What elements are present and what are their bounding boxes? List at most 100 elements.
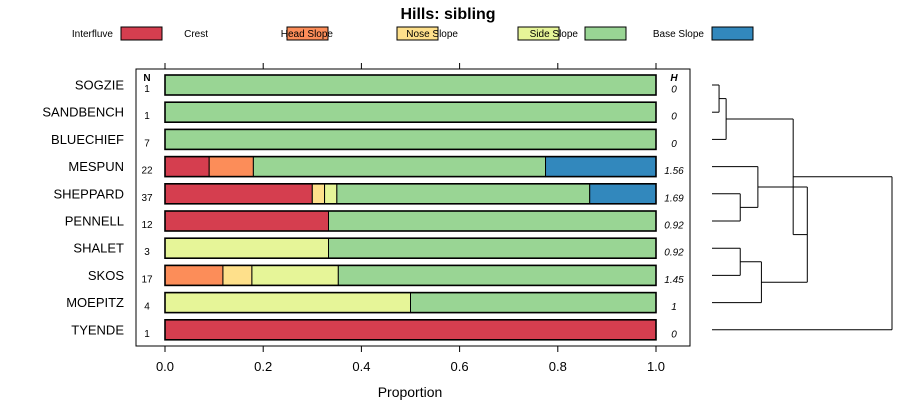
legend-label-interfluve: Interfluve: [72, 29, 114, 40]
legend-swatch-interfluve: [120, 26, 163, 41]
chart-title: Hills: sibling: [400, 6, 495, 23]
row-h-value: 0.92: [664, 248, 684, 259]
bar-segment-interfluve: [164, 156, 210, 178]
legend-swatch-nose-slope: [517, 26, 560, 41]
h-column-header: H: [670, 73, 678, 84]
bar-segment-base-slope: [589, 183, 657, 205]
bar-outline: [164, 237, 657, 259]
row-n-value: 37: [141, 193, 153, 204]
row-label: PENNELL: [65, 214, 124, 229]
bar-segment-side-slope: [328, 210, 657, 232]
x-axis-title: Proportion: [378, 384, 443, 400]
bar-outline: [164, 183, 657, 205]
bar-outline: [164, 101, 657, 123]
x-tick-label: 0.2: [254, 359, 272, 374]
bar-outline: [164, 210, 657, 232]
row-label: SHALET: [73, 241, 124, 256]
x-tick-label: 0.8: [549, 359, 567, 374]
row-sandbench: SANDBENCH 1 0: [42, 101, 677, 123]
row-n-value: 12: [141, 220, 153, 231]
bar-segment-interfluve: [164, 210, 330, 232]
legend-swatch-side-slope: [584, 26, 627, 41]
row-n-value: 22: [141, 166, 153, 177]
x-tick-label: 0.4: [352, 359, 370, 374]
row-pennell: PENNELL 12 0.92: [65, 210, 684, 232]
row-label: BLUECHIEF: [51, 132, 124, 147]
plot-frame: [135, 68, 691, 347]
row-bluechief: BLUECHIEF 7 0: [51, 128, 677, 151]
bar-segment-side-slope: [164, 101, 657, 123]
legend-label-nose-slope: Nose Slope: [406, 29, 458, 40]
legend-label-side-slope: Side Slope: [530, 29, 579, 40]
bar-outline: [164, 74, 657, 96]
row-h-value: 0: [671, 139, 677, 150]
row-sheppard: SHEPPARD 37 1.69: [53, 183, 684, 205]
row-n-value: 3: [144, 247, 150, 258]
row-label: MESPUN: [68, 159, 124, 174]
row-label: SANDBENCH: [42, 105, 124, 120]
row-label: SOGZIE: [75, 78, 124, 93]
row-moepitz: MOEPITZ 4 1: [66, 291, 677, 314]
x-axis: 0.0 0.2 0.4 0.6 0.8 1.0: [156, 63, 665, 374]
legend-swatch-head-slope: [396, 26, 439, 41]
bar-segment-head-slope: [311, 183, 326, 205]
row-h-value: 1: [671, 302, 677, 313]
legend-label-crest: Crest: [184, 29, 208, 40]
bar-segment-crest: [164, 264, 224, 286]
bar-segment-side-slope: [410, 292, 657, 314]
row-h-value: 0: [671, 85, 677, 96]
row-h-value: 0.92: [664, 221, 684, 232]
bar-segment-interfluve: [164, 319, 657, 341]
dendrogram: [712, 84, 893, 331]
bar-segment-nose-slope: [324, 183, 338, 205]
bar-segment-side-slope: [164, 128, 657, 150]
row-mespun: MESPUN 22 1.56: [68, 155, 684, 178]
bar-segment-side-slope: [336, 183, 591, 205]
bar-segment-base-slope: [545, 156, 657, 178]
bar-outline: [164, 318, 657, 341]
bar-outline: [164, 291, 657, 314]
bar-segment-side-slope: [164, 74, 657, 96]
row-tyende: TYENDE 1 0: [71, 318, 677, 341]
bar-segment-side-slope: [337, 264, 657, 286]
x-tick-label: 0.0: [156, 359, 174, 374]
row-label: SKOS: [88, 268, 124, 283]
bar-segment-nose-slope: [251, 264, 339, 286]
bar-outline: [164, 155, 657, 178]
row-shalet: SHALET 3 0.92: [73, 237, 684, 259]
row-h-value: 1.45: [664, 275, 684, 286]
row-h-value: 1.56: [664, 166, 684, 177]
bar-rows: SOGZIE 1 0 SANDBENCH 1 0 BLUECHIEF 7 0 MESPUN 22 1.…: [42, 74, 684, 341]
row-label: MOEPITZ: [66, 295, 124, 310]
bar-segment-nose-slope: [164, 237, 330, 259]
legend-swatch-crest: [286, 26, 329, 41]
row-label: TYENDE: [71, 322, 124, 337]
bar-outline: [164, 128, 657, 151]
bar-segment-crest: [208, 156, 254, 178]
row-sogzie: SOGZIE 1 0: [75, 74, 677, 96]
row-n-value: 1: [144, 84, 150, 95]
x-tick-label: 1.0: [647, 359, 665, 374]
row-n-value: 17: [141, 274, 153, 285]
bar-segment-nose-slope: [164, 292, 411, 314]
row-h-value: 1.69: [664, 193, 684, 204]
row-n-value: 4: [144, 302, 150, 313]
row-n-value: 7: [144, 138, 150, 149]
bar-segment-side-slope: [252, 156, 547, 178]
bar-segment-interfluve: [164, 183, 313, 205]
x-tick-label: 0.6: [451, 359, 469, 374]
row-n-value: 1: [144, 329, 150, 340]
row-n-value: 1: [144, 111, 150, 122]
bar-outline: [164, 264, 657, 287]
legend-swatch-base-slope: [711, 26, 754, 41]
bar-segment-side-slope: [328, 237, 657, 259]
legend: Interfluve Crest Head Slope Nose Slope Side …: [72, 26, 754, 41]
bar-segment-head-slope: [222, 264, 253, 286]
row-label: SHEPPARD: [53, 186, 124, 201]
legend-label-base-slope: Base Slope: [653, 29, 705, 40]
row-skos: SKOS 17 1.45: [88, 264, 684, 287]
n-column-header: N: [143, 73, 150, 84]
row-h-value: 0: [671, 112, 677, 123]
row-h-value: 0: [671, 329, 677, 340]
